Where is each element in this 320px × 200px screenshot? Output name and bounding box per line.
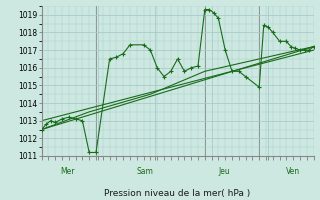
Text: Jeu: Jeu	[219, 166, 230, 176]
Text: Pression niveau de la mer( hPa ): Pression niveau de la mer( hPa )	[104, 189, 251, 198]
Text: Mer: Mer	[61, 166, 75, 176]
Text: Sam: Sam	[137, 166, 154, 176]
Text: Ven: Ven	[286, 166, 300, 176]
